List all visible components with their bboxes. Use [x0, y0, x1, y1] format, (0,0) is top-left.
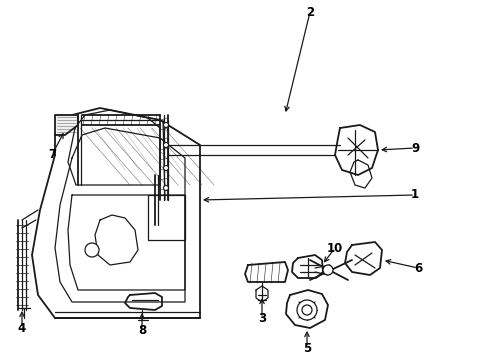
Circle shape: [164, 185, 169, 190]
Text: 1: 1: [411, 189, 419, 202]
Circle shape: [164, 166, 169, 171]
Text: 8: 8: [138, 324, 146, 337]
Circle shape: [164, 143, 169, 148]
Text: 4: 4: [18, 321, 26, 334]
Text: 9: 9: [411, 141, 419, 154]
Circle shape: [164, 122, 169, 127]
Text: 3: 3: [258, 311, 266, 324]
Circle shape: [85, 243, 99, 257]
Text: 6: 6: [414, 261, 422, 274]
Text: 10: 10: [327, 242, 343, 255]
Circle shape: [302, 305, 312, 315]
Circle shape: [297, 300, 317, 320]
Text: 7: 7: [48, 148, 56, 162]
Circle shape: [323, 265, 333, 275]
Text: 5: 5: [303, 342, 311, 355]
Text: 2: 2: [306, 5, 314, 18]
Polygon shape: [55, 115, 78, 135]
